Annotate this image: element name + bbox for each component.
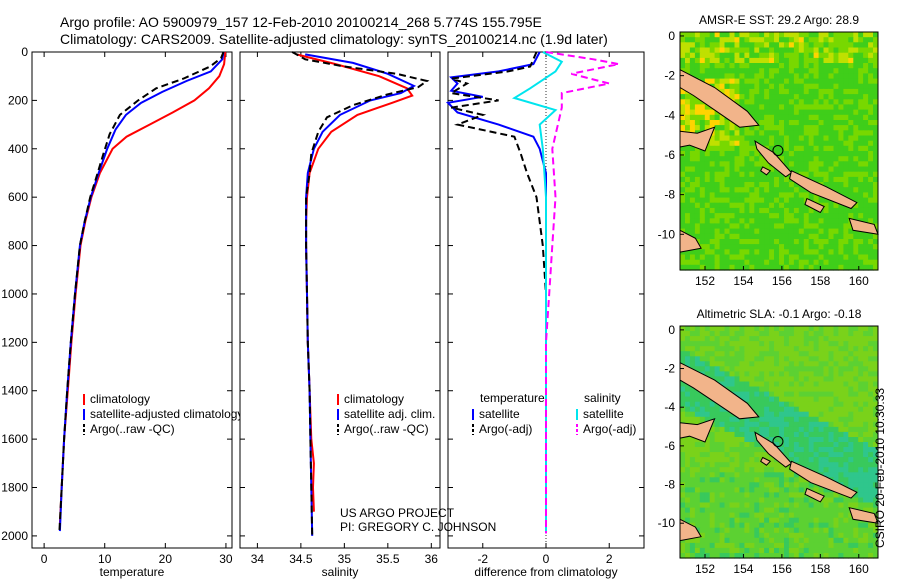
- y-tick-label: 600: [8, 190, 28, 204]
- x-tick-label: 36: [425, 552, 439, 566]
- y-tick-label: 0: [21, 45, 28, 59]
- legend-label: climatology: [90, 392, 150, 406]
- y-tick-label: 200: [8, 93, 28, 107]
- y-tick-label: -4: [664, 400, 675, 414]
- x-tick-label: 34.5: [289, 552, 313, 566]
- legend-label: satellite-adjusted climatology: [90, 407, 243, 421]
- legend-label: Argo(-adj): [583, 422, 636, 436]
- legend-label: Argo(-adj): [479, 422, 532, 436]
- x-tick-label: 35.5: [376, 552, 400, 566]
- data-field: [680, 32, 879, 271]
- series-line-salinity-argo-adj-: [545, 51, 619, 534]
- y-tick-label: 2000: [1, 529, 28, 543]
- y-tick-label: 1200: [1, 335, 28, 349]
- land-mass: [789, 460, 858, 499]
- x-tick-label: 158: [810, 274, 830, 288]
- x-tick-label: 160: [849, 274, 869, 288]
- legend-label: Argo(..raw -QC): [90, 422, 175, 436]
- x-tick-label: 152: [695, 562, 715, 576]
- map-title: Altimetric SLA: -0.1 Argo: -0.18: [697, 307, 862, 321]
- x-tick-label: 0: [41, 552, 48, 566]
- argo-float-marker: [772, 435, 784, 447]
- x-tick-label: 160: [849, 562, 869, 576]
- figure-title-line-1: Argo profile: AO 5900979_157 12-Feb-2010…: [60, 14, 542, 30]
- data-field: [680, 326, 879, 559]
- legend-label: satellite: [583, 407, 624, 421]
- x-axis-label: difference from climatology: [474, 565, 617, 579]
- y-tick-label: -2: [664, 69, 675, 83]
- land-mass: [804, 487, 825, 503]
- land-mass: [804, 197, 825, 214]
- land-mass: [754, 431, 793, 468]
- figure-title-line-2: Climatology: CARS2009. Satellite-adjuste…: [60, 31, 608, 47]
- x-tick-label: 154: [733, 274, 753, 288]
- series-line-argo-raw-qc-: [291, 51, 430, 536]
- y-tick-label: 0: [668, 29, 675, 43]
- y-tick-label: 0: [668, 323, 675, 337]
- y-tick-label: 1600: [1, 432, 28, 446]
- map-frame: [679, 325, 879, 559]
- land-mass: [760, 456, 772, 466]
- x-tick-label: 20: [159, 552, 173, 566]
- y-tick-label: -6: [664, 439, 675, 453]
- y-tick-label: 1400: [1, 384, 28, 398]
- y-tick-label: -8: [664, 478, 675, 492]
- y-tick-label: 1000: [1, 287, 28, 301]
- x-tick-label: 10: [98, 552, 112, 566]
- map-title: AMSR-E SST: 29.2 Argo: 28.9: [699, 13, 859, 27]
- y-tick-label: -6: [664, 148, 675, 162]
- y-tick-label: -10: [658, 516, 676, 530]
- legend-label: satellite: [479, 407, 520, 421]
- legend-label: climatology: [344, 392, 404, 406]
- y-tick-label: -8: [664, 188, 675, 202]
- land-mass: [679, 68, 760, 128]
- legend-group-title: salinity: [584, 391, 621, 405]
- x-tick-label: 30: [219, 552, 233, 566]
- plot-frame: [239, 51, 441, 549]
- x-tick-label: 0: [543, 552, 550, 566]
- x-tick-label: 154: [733, 562, 753, 576]
- x-tick-label: 156: [772, 274, 792, 288]
- series-line-argo-raw-qc-: [58, 51, 225, 534]
- x-tick-label: 35: [338, 552, 352, 566]
- x-axis-label: salinity: [322, 565, 359, 579]
- x-tick-label: 34: [251, 552, 265, 566]
- x-tick-label: -2: [477, 552, 488, 566]
- y-tick-label: 400: [8, 142, 28, 156]
- y-tick-label: -10: [658, 227, 676, 241]
- map-frame: [679, 31, 879, 271]
- x-tick-label: 158: [810, 562, 830, 576]
- sla-map-panel: Altimetric SLA: -0.1 Argo: -0.18 152 154 15…: [658, 307, 879, 576]
- sst-map-panel: AMSR-E SST: 29.2 Argo: 28.9 152 154 156 158 1…: [658, 13, 879, 288]
- y-tick-label: -4: [664, 108, 675, 122]
- temperature-panel: 0 10 20 30 0 200 400 600 800 1000 1200 1400 1600 1800…: [1, 45, 243, 579]
- y-tick-label: 800: [8, 239, 28, 253]
- series-line-satellite-adjusted-climatology: [58, 51, 225, 532]
- land-mass: [760, 166, 772, 176]
- x-tick-label: 156: [772, 562, 792, 576]
- y-tick-label: 1800: [1, 481, 28, 495]
- land-mass: [789, 170, 858, 210]
- legend-label: satellite adj. clim.: [344, 407, 435, 421]
- argo-float-marker: [772, 144, 784, 156]
- y-tick-label: -2: [664, 362, 675, 376]
- timestamp-stamp: CSIRO 20-Feb-2010 10:30:33: [873, 387, 887, 548]
- x-axis-label: temperature: [100, 565, 165, 579]
- x-tick-label: 2: [606, 552, 613, 566]
- x-tick-label: 152: [695, 274, 715, 288]
- salinity-panel: 34 34.5 35 35.5 36 salinity climatologysatelli…: [239, 51, 441, 579]
- land-mass: [679, 361, 760, 420]
- legend-group-title: temperature: [480, 391, 545, 405]
- credit-line-2: PI: GREGORY C. JOHNSON: [340, 520, 497, 534]
- legend-label: Argo(..raw -QC): [344, 422, 429, 436]
- credit-line-1: US ARGO PROJECT: [340, 506, 455, 520]
